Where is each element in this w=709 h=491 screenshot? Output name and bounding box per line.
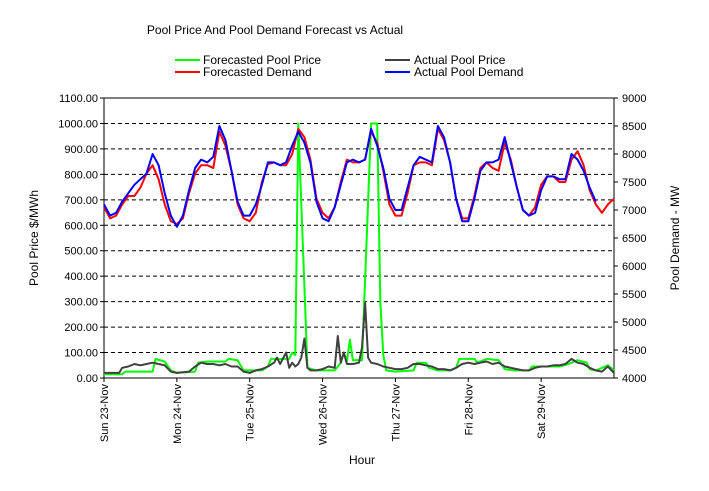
left-tick-label: 400.00 xyxy=(64,271,98,283)
right-axis-ticks: 4000 4500 5000 5500 6000 6500 7000 7500 8000 8500… xyxy=(614,93,646,385)
right-tick-label: 7500 xyxy=(622,177,646,189)
x-axis-label: Hour xyxy=(349,453,375,467)
x-tick-label: Fri 28-Nov xyxy=(463,384,475,436)
left-tick-label: 1100.00 xyxy=(59,93,98,105)
plot-area-border xyxy=(103,97,615,379)
left-tick-label: 200.00 xyxy=(64,322,98,334)
x-tick-label: Thu 27-Nov xyxy=(390,384,402,442)
x-tick-label: Sun 23-Nov xyxy=(99,384,111,443)
left-tick-label: 600.00 xyxy=(64,220,98,232)
y-axis-left-label: Pool Price $/MWh xyxy=(27,190,41,286)
y-axis-right-label: Pool Demand - MW xyxy=(668,185,682,290)
x-tick-label: Wed 26-Nov xyxy=(318,384,330,445)
left-tick-label: 900.00 xyxy=(64,144,98,156)
left-tick-label: 100.00 xyxy=(64,348,98,360)
legend-label-forecasted-demand: Forecasted Demand xyxy=(203,65,312,79)
right-tick-label: 4500 xyxy=(622,345,646,357)
right-tick-label: 5500 xyxy=(622,289,646,301)
left-tick-label: 0.00 xyxy=(77,373,98,385)
right-tick-label: 4000 xyxy=(622,373,646,385)
right-tick-label: 8000 xyxy=(622,149,646,161)
left-tick-label: 300.00 xyxy=(64,297,98,309)
legend-label-actual-pool-price: Actual Pool Price xyxy=(414,53,506,67)
right-tick-label: 6500 xyxy=(622,233,646,245)
left-tick-label: 500.00 xyxy=(64,246,98,258)
x-tick-label: Sat 29-Nov xyxy=(536,384,548,440)
legend: Forecasted Pool Price Forecasted Demand … xyxy=(175,53,523,79)
right-tick-label: 8500 xyxy=(622,121,646,133)
left-tick-label: 1000.00 xyxy=(58,118,98,130)
chart-title: Pool Price And Pool Demand Forecast vs A… xyxy=(147,23,403,37)
left-tick-label: 700.00 xyxy=(64,195,98,207)
series-line-actual-pool-demand xyxy=(103,125,597,228)
x-tick-label: Tue 25-Nov xyxy=(245,384,257,442)
x-tick-label: Mon 24-Nov xyxy=(172,384,184,444)
series-line-forecasted-pool-price xyxy=(104,122,615,376)
gridlines xyxy=(104,122,614,354)
legend-label-forecasted-pool-price: Forecasted Pool Price xyxy=(203,53,321,67)
x-axis-ticks: Sun 23-Nov Mon 24-Nov Tue 25-Nov Wed 26-Nov… xyxy=(99,378,548,445)
series-layer xyxy=(103,122,615,376)
legend-label-actual-pool-demand: Actual Pool Demand xyxy=(414,65,523,79)
right-tick-label: 7000 xyxy=(622,205,646,217)
left-axis-ticks: 0.00 100.00 200.00 300.00 400.00 500.00 600.00… xyxy=(58,93,104,385)
left-tick-label: 800.00 xyxy=(64,169,98,181)
series-line-forecasted-demand xyxy=(103,127,615,225)
right-tick-label: 5000 xyxy=(622,317,646,329)
series-line-actual-pool-price xyxy=(104,301,615,374)
right-tick-label: 6000 xyxy=(622,261,646,273)
right-tick-label: 9000 xyxy=(622,93,646,105)
